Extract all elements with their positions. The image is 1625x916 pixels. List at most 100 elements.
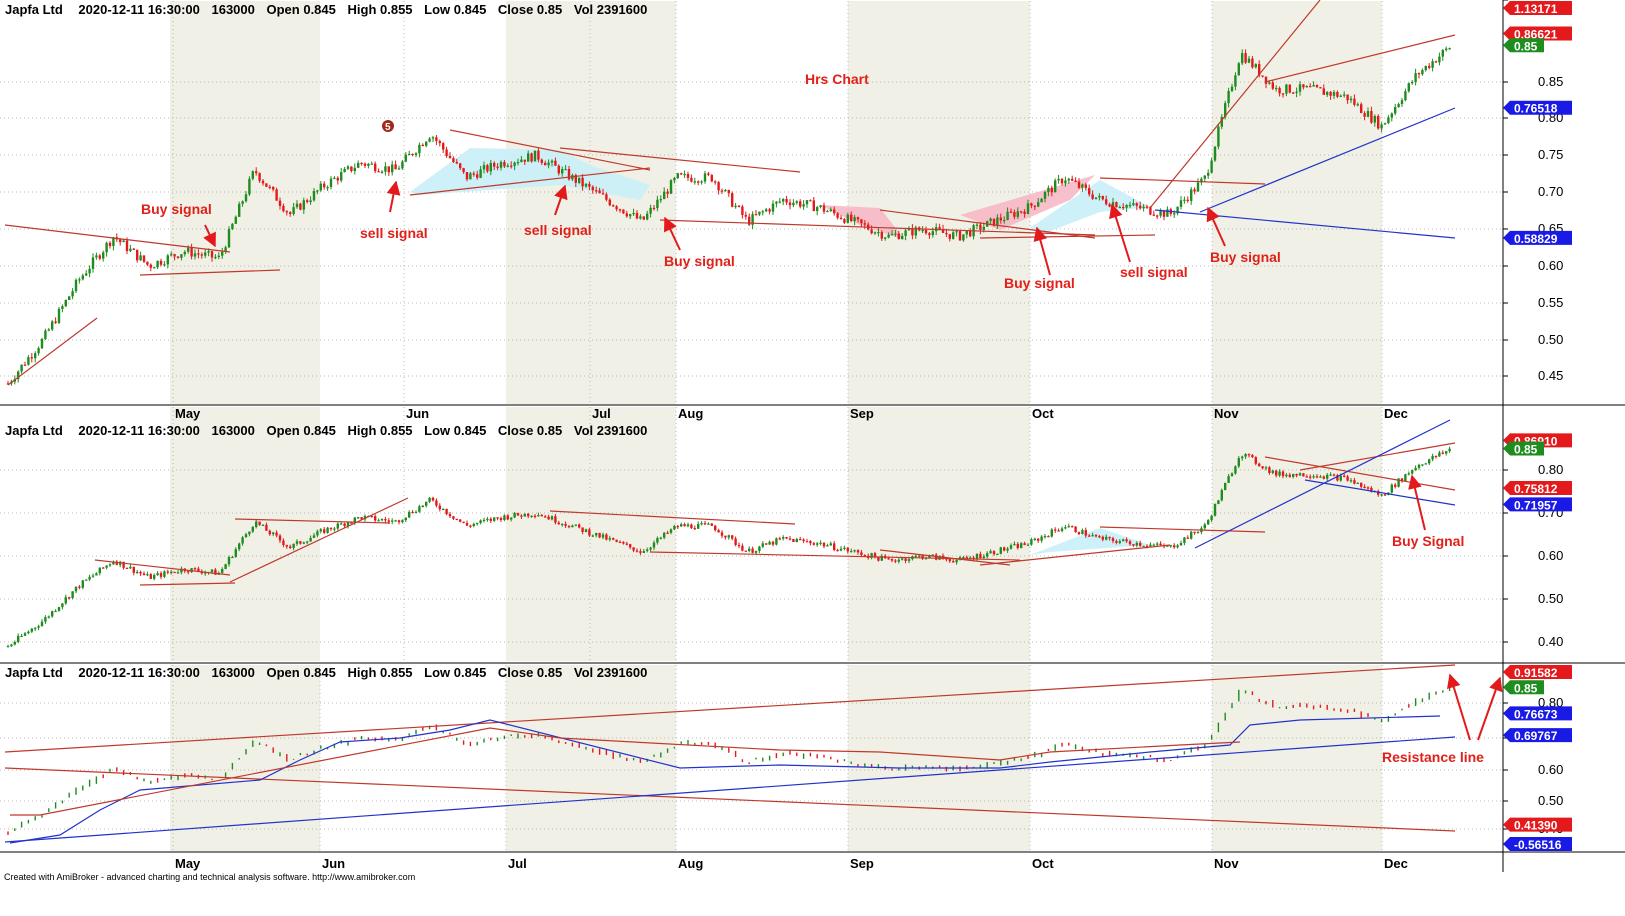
candle-body [200, 254, 203, 256]
candle-body [564, 523, 567, 526]
candle-body [642, 551, 645, 553]
candle-body [584, 183, 588, 187]
candle-body [605, 194, 608, 200]
candle-body [965, 557, 968, 559]
candle-body [278, 535, 282, 541]
candle-body [1404, 474, 1407, 482]
candle-body [221, 568, 224, 573]
candle-body [904, 558, 907, 561]
candle-body [329, 527, 333, 530]
x-axis-months: May Jun Jul Aug Sep Oct Nov Dec May Jun Jul Aug Sep O… [175, 406, 1408, 871]
candle-body [731, 535, 734, 539]
candle-body [686, 524, 690, 527]
price-tag-label: 0.69767 [1514, 729, 1558, 743]
y-tick-label: 0.75 [1538, 147, 1563, 162]
candle-body [1438, 452, 1441, 457]
candle-body [1054, 180, 1057, 193]
candle-body [561, 169, 564, 174]
candle-body [1077, 181, 1081, 188]
candle-body [632, 547, 635, 551]
candle-body [316, 190, 319, 192]
trend-line-red [94, 559, 231, 576]
candle-body [394, 520, 397, 522]
candle-body [1411, 81, 1414, 84]
candle-body [1285, 84, 1288, 94]
candle-body [448, 514, 452, 517]
candle-body [377, 171, 380, 173]
candle-body [1390, 484, 1393, 493]
price-tag-label: -0.56516 [1514, 838, 1562, 852]
candle-body [578, 177, 581, 183]
candle-body [550, 516, 554, 520]
candle-body [979, 554, 982, 559]
candle-body [1431, 455, 1434, 460]
price-tag [1503, 665, 1572, 679]
candle-body [890, 234, 894, 236]
candle-body [1254, 457, 1257, 464]
candle-body [244, 194, 248, 202]
candle-body [248, 178, 251, 195]
candle-body [306, 200, 309, 203]
candle-body [1326, 91, 1329, 95]
candle-body [656, 538, 659, 543]
candle-body [122, 240, 125, 243]
candle-body [431, 137, 435, 139]
candle-body [1030, 539, 1033, 545]
candle-body [465, 172, 469, 180]
candle-body [608, 538, 611, 540]
candle-body [1360, 104, 1363, 114]
candle-body [1285, 474, 1288, 477]
candle-body [482, 165, 486, 170]
candle-body [1329, 91, 1332, 96]
candle-body [51, 321, 54, 330]
candle-body [1428, 65, 1431, 68]
candle-body [1421, 464, 1424, 466]
candle-body [707, 173, 710, 175]
candle-body [163, 264, 166, 266]
candle-body [809, 541, 812, 544]
candle-body [489, 162, 492, 172]
candle-body [278, 200, 282, 206]
candle-body [1397, 478, 1400, 487]
candle-body [669, 180, 673, 194]
month-label-top: Sep [850, 406, 874, 421]
candle-body [20, 635, 23, 638]
candle-body [710, 174, 713, 182]
candle-body [251, 171, 254, 179]
month-label-top: Jun [406, 406, 429, 421]
candle-body [734, 538, 737, 545]
candle-body [1006, 548, 1009, 551]
trend-line-blue [1194, 419, 1451, 549]
candle-body [132, 566, 135, 573]
candle-body [1037, 202, 1040, 207]
annotation-sell-1: sell signal [360, 225, 428, 241]
candle-body [805, 200, 809, 205]
candle-body [795, 201, 798, 203]
candle-body [758, 546, 761, 551]
candle-body [394, 164, 397, 170]
candle-body [428, 138, 431, 142]
candle-body [799, 539, 802, 541]
candle-body [496, 517, 499, 519]
candle-body [574, 175, 577, 183]
candle-body [969, 231, 972, 237]
price-tag [1503, 481, 1572, 496]
candle-body [612, 538, 615, 540]
candle-body [377, 520, 380, 522]
candle-body [540, 159, 543, 163]
candle-body [1241, 53, 1244, 64]
candle-body [1237, 63, 1240, 76]
candle-body [836, 213, 839, 218]
candle-body [1448, 448, 1451, 452]
candle-body [30, 357, 33, 359]
month-band [1212, 665, 1382, 851]
candle-body [1390, 113, 1393, 118]
candle-body [853, 550, 856, 552]
candle-body [833, 209, 836, 214]
candle-body [115, 561, 118, 565]
candle-body [476, 174, 479, 178]
month-label-bottom: Dec [1384, 856, 1408, 871]
candle-body [782, 537, 785, 539]
candle-body [146, 261, 149, 265]
candle-body [17, 371, 20, 380]
